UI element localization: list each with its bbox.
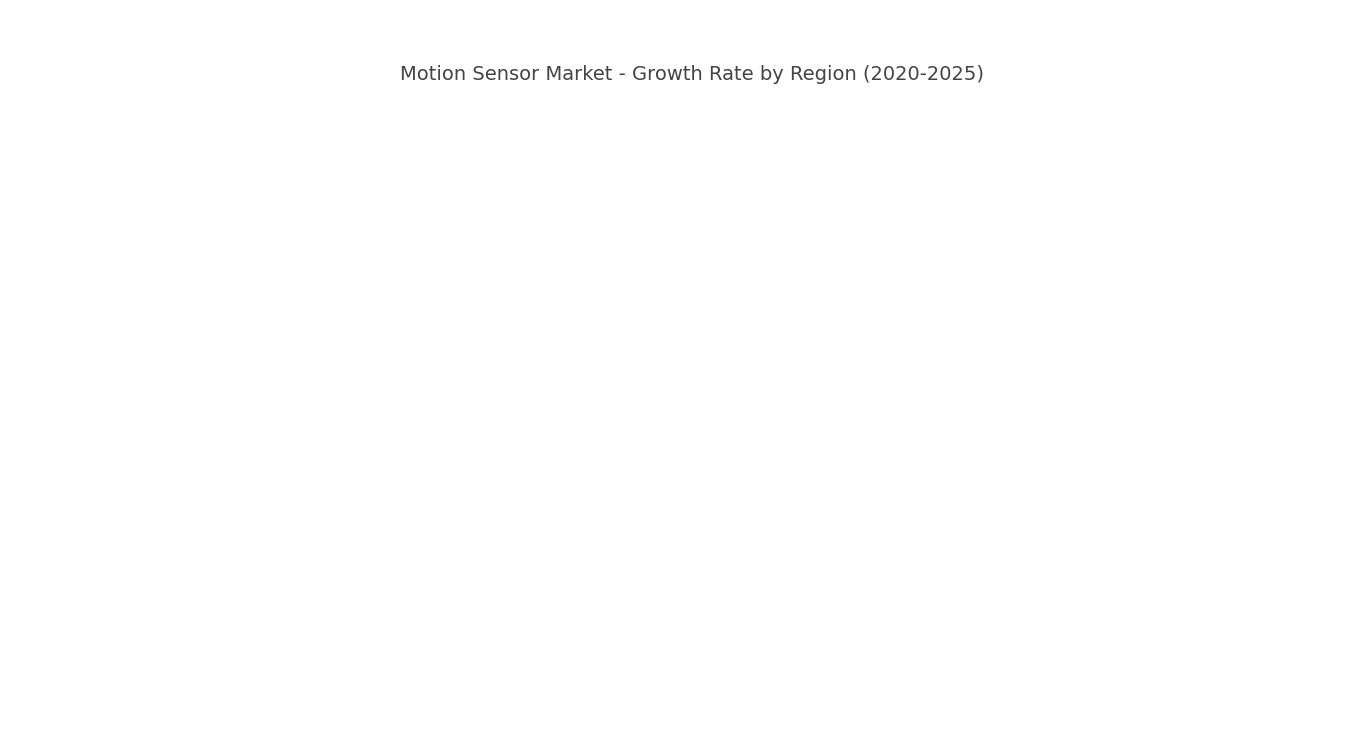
Title: Motion Sensor Market - Growth Rate by Region (2020-2025): Motion Sensor Market - Growth Rate by Re… bbox=[400, 65, 984, 84]
